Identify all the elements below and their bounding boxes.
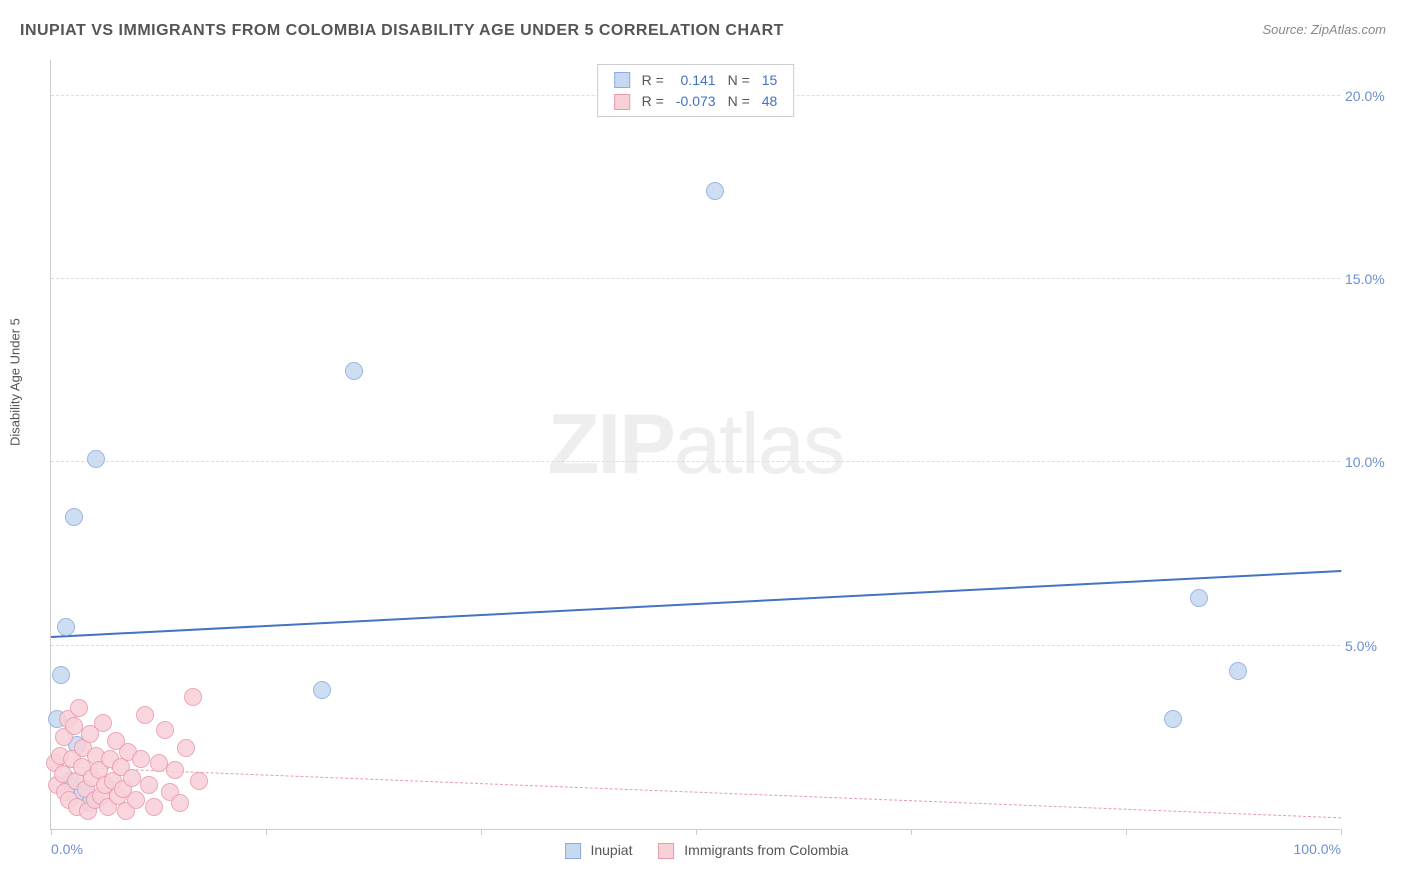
data-point — [706, 182, 724, 200]
xtick-label: 100.0% — [1294, 841, 1341, 857]
data-point — [70, 699, 88, 717]
data-point — [65, 508, 83, 526]
data-point — [94, 714, 112, 732]
xtick-mark — [1126, 829, 1127, 835]
data-point — [123, 769, 141, 787]
legend-row: R = 0.141 N = 15 — [608, 69, 784, 90]
xtick-mark — [696, 829, 697, 835]
legend-stats: R = 0.141 N = 15 R = -0.073 N = 48 — [597, 64, 795, 117]
data-point — [1229, 662, 1247, 680]
xtick-mark — [911, 829, 912, 835]
ytick-label: 10.0% — [1345, 454, 1400, 470]
data-point — [190, 772, 208, 790]
legend-label: Inupiat — [590, 842, 632, 858]
swatch-icon — [614, 72, 630, 88]
chart-container: INUPIAT VS IMMIGRANTS FROM COLOMBIA DISA… — [0, 0, 1406, 892]
r-value: 0.141 — [670, 69, 722, 90]
xtick-mark — [266, 829, 267, 835]
data-point — [156, 721, 174, 739]
chart-title: INUPIAT VS IMMIGRANTS FROM COLOMBIA DISA… — [20, 22, 784, 40]
source-label: Source: ZipAtlas.com — [1262, 22, 1386, 37]
trend-line — [51, 570, 1341, 638]
gridline — [51, 645, 1340, 646]
xtick-mark — [1341, 829, 1342, 835]
data-point — [166, 761, 184, 779]
swatch-icon — [614, 94, 630, 110]
r-label: R = — [636, 90, 670, 111]
n-label: N = — [722, 90, 756, 111]
data-point — [136, 706, 154, 724]
plot-area: ZIPatlas R = 0.141 N = 15 R = -0.073 N =… — [50, 60, 1340, 830]
data-point — [52, 666, 70, 684]
n-value: 15 — [756, 69, 784, 90]
xtick-label: 0.0% — [51, 841, 83, 857]
data-point — [127, 791, 145, 809]
data-point — [1164, 710, 1182, 728]
legend-label: Immigrants from Colombia — [684, 842, 848, 858]
r-value: -0.073 — [670, 90, 722, 111]
data-point — [57, 618, 75, 636]
data-point — [177, 739, 195, 757]
data-point — [145, 798, 163, 816]
ytick-label: 15.0% — [1345, 271, 1400, 287]
data-point — [345, 362, 363, 380]
r-label: R = — [636, 69, 670, 90]
watermark: ZIPatlas — [548, 396, 844, 494]
data-point — [140, 776, 158, 794]
xtick-mark — [51, 829, 52, 835]
y-axis-label: Disability Age Under 5 — [8, 318, 23, 446]
legend-series: Inupiat Immigrants from Colombia — [543, 842, 849, 859]
n-value: 48 — [756, 90, 784, 111]
data-point — [132, 750, 150, 768]
trend-line — [51, 766, 1341, 818]
gridline — [51, 461, 1340, 462]
data-point — [1190, 589, 1208, 607]
watermark-rest: atlas — [674, 397, 844, 492]
xtick-mark — [481, 829, 482, 835]
data-point — [313, 681, 331, 699]
gridline — [51, 278, 1340, 279]
data-point — [87, 450, 105, 468]
legend-row: R = -0.073 N = 48 — [608, 90, 784, 111]
ytick-label: 5.0% — [1345, 638, 1400, 654]
data-point — [171, 794, 189, 812]
ytick-label: 20.0% — [1345, 88, 1400, 104]
watermark-bold: ZIP — [548, 397, 674, 492]
swatch-icon — [658, 843, 674, 859]
n-label: N = — [722, 69, 756, 90]
swatch-icon — [565, 843, 581, 859]
data-point — [184, 688, 202, 706]
